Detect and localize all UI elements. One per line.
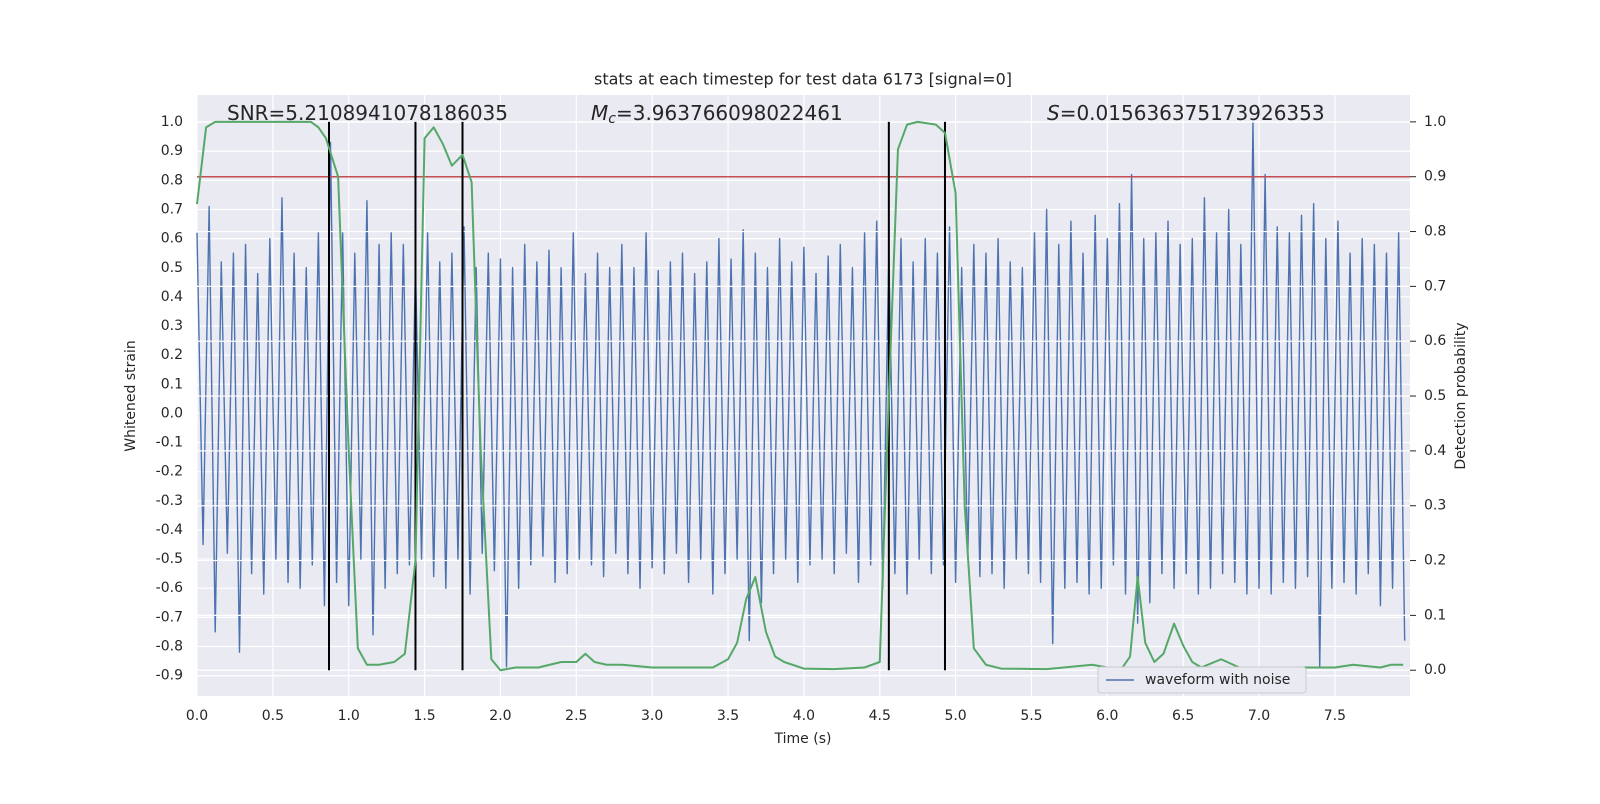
y-tick-label: -0.5 bbox=[156, 551, 183, 567]
x-tick-label: 5.5 bbox=[1020, 708, 1042, 724]
y2-tick-label: 0.1 bbox=[1424, 607, 1446, 623]
y2-tick-label: 0.0 bbox=[1424, 662, 1446, 678]
y-tick-label: -0.9 bbox=[156, 668, 183, 684]
x-tick-label: 4.0 bbox=[793, 708, 815, 724]
y-tick-label: 0.2 bbox=[161, 347, 183, 363]
annotation-subscript: c bbox=[608, 111, 616, 127]
y2-tick-label: 0.6 bbox=[1424, 333, 1446, 349]
x-tick-label: 2.5 bbox=[565, 708, 587, 724]
annotation: SNR=5.2108941078186035 bbox=[227, 101, 508, 125]
y-tick-label: 0.1 bbox=[161, 376, 183, 392]
x-tick-label: 7.5 bbox=[1324, 708, 1346, 724]
y2-tick-label: 0.3 bbox=[1424, 498, 1446, 514]
y-tick-label: 0.6 bbox=[161, 231, 183, 247]
waveform-line bbox=[196, 121, 1406, 668]
x-tick-label: 4.5 bbox=[869, 708, 891, 724]
y2-tick-label: 0.5 bbox=[1424, 388, 1446, 404]
y-axis-label: Whitened strain bbox=[123, 340, 139, 451]
probability-line bbox=[196, 120, 1404, 672]
x-tick-label: 6.5 bbox=[1172, 708, 1194, 724]
y2-axis-label: Detection probability bbox=[1453, 322, 1469, 469]
x-tick-label: 5.0 bbox=[944, 708, 966, 724]
y-tick-label: 0.5 bbox=[161, 260, 183, 276]
y-tick-label: 0.7 bbox=[161, 201, 183, 217]
y-tick-label: -0.4 bbox=[156, 522, 183, 538]
y-tick-label: -0.3 bbox=[156, 493, 183, 509]
y2-tick-label: 0.4 bbox=[1424, 443, 1446, 459]
x-tick-label: 2.0 bbox=[489, 708, 511, 724]
x-tick-label: 7.0 bbox=[1248, 708, 1270, 724]
y-tick-label: 0.8 bbox=[161, 172, 183, 188]
y-tick-label: 0.9 bbox=[161, 143, 183, 159]
chart-title: stats at each timestep for test data 617… bbox=[594, 70, 1012, 89]
annotation-text: =0.015636375173926353 bbox=[1060, 101, 1325, 125]
x-tick-label: 1.0 bbox=[338, 708, 360, 724]
annotation-text: SNR=5.2108941078186035 bbox=[227, 101, 508, 125]
y-tick-label: 0.3 bbox=[161, 318, 183, 334]
x-tick-label: 0.0 bbox=[186, 708, 208, 724]
y2-tick-label: 0.2 bbox=[1424, 553, 1446, 569]
annotation-text: =3.963766098022461 bbox=[616, 101, 843, 125]
annotation: Mc=3.963766098022461 bbox=[591, 101, 843, 128]
y-tick-label: -0.1 bbox=[156, 435, 183, 451]
y2-tick-label: 1.0 bbox=[1424, 114, 1446, 130]
legend: waveform with noise bbox=[1097, 666, 1307, 694]
y-tick-label: -0.2 bbox=[156, 464, 183, 480]
y-tick-label: -0.8 bbox=[156, 638, 183, 654]
y2-tick-label: 0.9 bbox=[1424, 169, 1446, 185]
y-tick-label: 0.4 bbox=[161, 289, 183, 305]
y-tick-label: 0.0 bbox=[161, 405, 183, 421]
x-tick-label: 3.0 bbox=[641, 708, 663, 724]
annotation-symbol: S bbox=[1047, 101, 1060, 125]
y-tick-label: 1.0 bbox=[161, 114, 183, 130]
annotation-symbol: M bbox=[591, 101, 608, 125]
x-tick-label: 1.5 bbox=[413, 708, 435, 724]
y2-tick-label: 0.8 bbox=[1424, 224, 1446, 240]
annotation: S=0.015636375173926353 bbox=[1047, 101, 1325, 125]
y-tick-label: -0.6 bbox=[156, 580, 183, 596]
x-tick-label: 0.5 bbox=[262, 708, 284, 724]
y2-tick-label: 0.7 bbox=[1424, 278, 1446, 294]
x-tick-label: 3.5 bbox=[717, 708, 739, 724]
legend-label: waveform with noise bbox=[1145, 672, 1290, 688]
y-tick-label: -0.7 bbox=[156, 609, 183, 625]
x-axis-label: Time (s) bbox=[774, 731, 832, 747]
legend-box bbox=[1097, 666, 1307, 694]
x-tick-label: 6.0 bbox=[1096, 708, 1118, 724]
